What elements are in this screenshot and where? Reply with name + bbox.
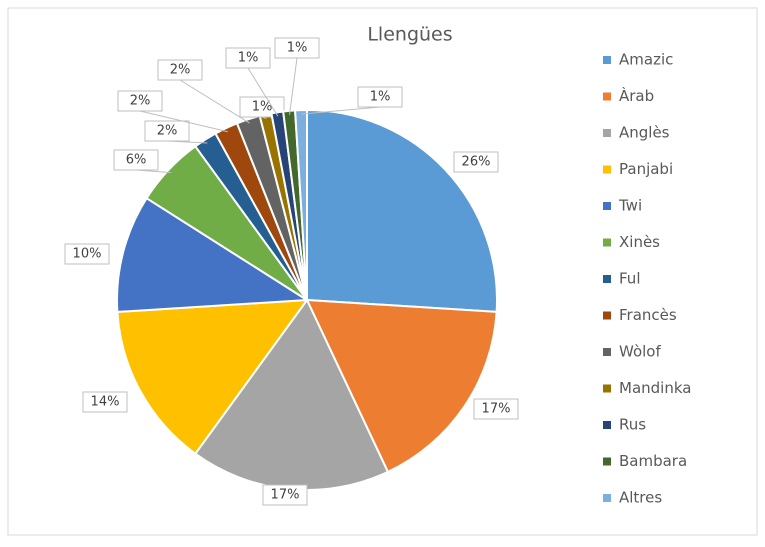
legend-swatch [603,92,611,101]
label-box [117,90,163,112]
label-box [453,151,499,173]
legend-label: Àrab [619,86,654,105]
legend-label: Bambara [619,452,687,470]
label-box [262,484,308,506]
legend-swatch [603,129,611,137]
data-label: 26% [462,155,491,170]
pie-slice [305,298,498,474]
label-box [473,398,519,420]
legend-label: Ful [619,270,640,288]
legend-label: Panjabi [619,160,673,178]
leader-line [139,110,228,133]
data-label: 17% [271,488,300,503]
data-label: 1% [238,51,259,66]
data-label: 2% [130,94,151,109]
label-box [357,86,403,108]
label-box [113,149,159,171]
legend-swatch [603,165,611,174]
label-box [157,59,203,81]
pie-slice [294,108,308,301]
legend-label: Amazic [619,51,673,69]
data-label: 2% [170,63,191,78]
data-label: 17% [482,402,511,417]
legend-label: Francès [619,306,677,324]
leader-line [289,57,298,115]
legend-swatch [603,457,611,466]
data-label: 14% [91,395,120,410]
legend-label: Rus [619,416,646,434]
legend-swatch [603,421,611,429]
data-label: 2% [157,124,178,139]
label-box [64,243,110,265]
label-box [82,391,128,413]
legend-label: Twi [618,197,642,215]
data-label: 1% [370,90,391,105]
legend-swatch [603,348,611,356]
pie-slice [116,196,311,313]
label-box [144,120,190,142]
legend-swatch [603,494,611,502]
legend-swatch [603,56,611,64]
label-box [225,47,271,69]
legend-swatch [603,384,611,393]
chart-title: Llengües [367,24,452,46]
data-label: 10% [73,247,102,262]
legend-swatch [603,311,611,320]
leader-line [247,67,279,117]
leader-line [301,106,381,115]
legend-label: Altres [619,489,662,507]
legend-label: Anglès [619,124,670,142]
legend-label: Mandinka [619,379,691,397]
legend-swatch [603,202,611,210]
leader-line [179,79,250,124]
legend-label: Wòlof [619,343,661,361]
legend-swatch [603,275,611,283]
label-box [274,37,320,59]
legend-swatch [603,238,611,247]
pie-slice [116,298,310,456]
data-label: 6% [126,153,147,168]
pie-slice [306,108,498,313]
label-box [239,96,285,118]
data-label: 1% [287,41,308,56]
data-label: 1% [252,100,273,115]
legend-label: Xinès [619,233,660,251]
